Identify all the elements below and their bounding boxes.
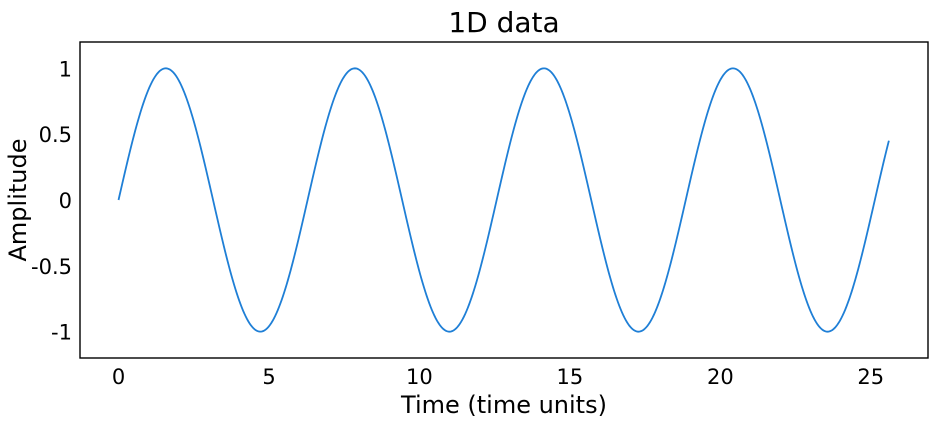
y-tick-label: -0.5	[31, 255, 72, 279]
y-tick-label: 0.5	[39, 123, 72, 147]
series-line-0	[117, 67, 890, 333]
plot-frame	[79, 41, 929, 359]
plot-lines	[117, 67, 890, 333]
x-tick-label: 0	[112, 365, 125, 389]
x-tick-label: 5	[262, 365, 275, 389]
x-axis-label: Time (time units)	[400, 391, 607, 419]
y-tick-label: 1	[59, 57, 72, 81]
y-axis-label: Amplitude	[4, 139, 32, 262]
chart-title: 1D data	[448, 6, 559, 39]
x-tick-label: 15	[557, 365, 584, 389]
x-axis: 0 5 10 15 20 25	[112, 365, 884, 389]
y-tick-label: 0	[59, 189, 72, 213]
y-axis: 1 0.5 0 -0.5 -1	[31, 57, 72, 344]
y-tick-label: -1	[51, 321, 72, 345]
x-tick-label: 20	[707, 365, 734, 389]
x-tick-label: 10	[406, 365, 433, 389]
x-tick-label: 25	[857, 365, 884, 389]
